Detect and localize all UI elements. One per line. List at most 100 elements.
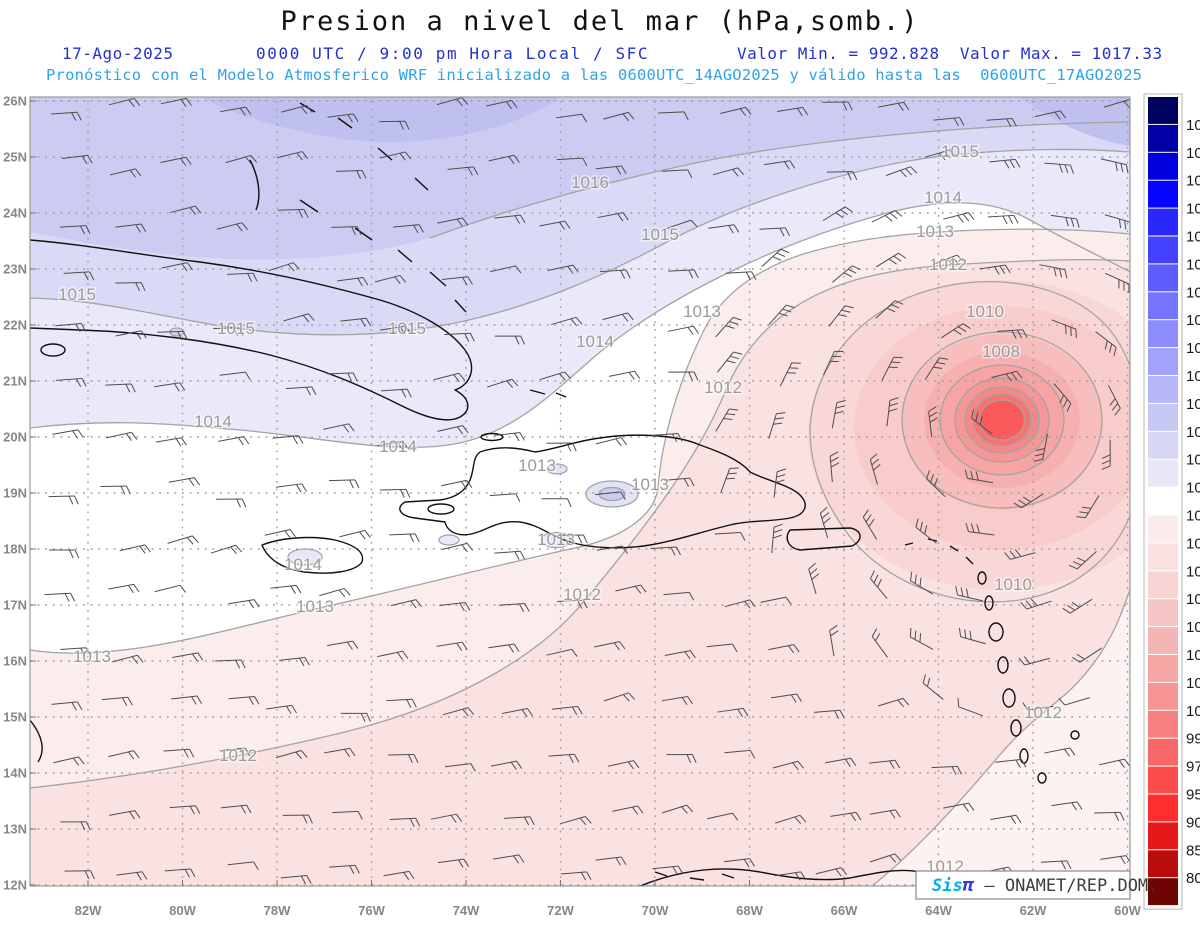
wind-barb: [869, 453, 881, 485]
wind-barb: [775, 871, 807, 881]
wind-barb: [826, 171, 858, 181]
wind-barb: [661, 696, 693, 706]
wind-barb: [494, 335, 525, 345]
colorbar-label: 1018: [1186, 368, 1200, 385]
wind-barb: [871, 210, 903, 223]
wind-barb: [991, 370, 1023, 382]
wind-barb: [436, 97, 469, 107]
wind-barb: [715, 408, 739, 432]
wind-barb: [551, 705, 583, 715]
colorbar-label: 800: [1186, 870, 1200, 887]
wind-barb: [706, 643, 738, 653]
wind-barb: [823, 350, 844, 376]
wind-barb: [327, 113, 359, 123]
colorbar-label: 1040: [1186, 145, 1200, 162]
wind-barb: [105, 383, 136, 393]
wind-barb: [970, 409, 993, 435]
wind-barb: [922, 674, 944, 700]
wind-barb: [1022, 702, 1054, 711]
wind-barb: [875, 300, 904, 319]
wind-barb: [215, 659, 246, 669]
wind-barb: [870, 570, 888, 599]
wind-barb: [488, 154, 520, 164]
wind-barb: [965, 522, 995, 536]
wind-barb: [819, 506, 831, 539]
wind-barb: [943, 212, 975, 223]
wind-barb: [447, 166, 479, 176]
lat-label: 15N: [3, 710, 27, 725]
wind-barb: [393, 224, 424, 234]
colorbar-label: 1019: [1186, 340, 1200, 357]
colorbar-cell: [1148, 766, 1178, 794]
wind-barb: [436, 217, 469, 227]
wind-barb: [1105, 272, 1130, 293]
wind-barb: [160, 156, 192, 166]
wind-barb: [494, 432, 525, 442]
wind-barb: [339, 530, 371, 540]
colorbar-cell: [1148, 348, 1178, 375]
wind-barb: [596, 545, 628, 554]
wind-barb: [265, 704, 297, 714]
contour-label: 1014: [284, 555, 322, 574]
wind-barb: [539, 220, 571, 230]
colorbar-cell: [1148, 320, 1178, 348]
wind-barb: [986, 117, 1017, 128]
colorbar-cell: [1148, 292, 1178, 320]
wind-barb: [829, 625, 839, 657]
contour-label: 1013: [631, 475, 669, 494]
colorbar-cell: [1148, 236, 1178, 264]
contour-label: 1012: [563, 585, 601, 604]
wind-barb: [64, 870, 95, 880]
wind-barb: [723, 858, 755, 868]
wind-barb: [931, 765, 963, 775]
contour-label: 1013: [296, 597, 334, 616]
wind-barb: [707, 812, 739, 821]
colorbar-label: 1017: [1186, 396, 1200, 413]
contour-label: 1015: [641, 225, 679, 244]
colorbar-label: 1010: [1186, 563, 1200, 580]
wind-barb: [494, 214, 526, 224]
wind-barb: [278, 208, 309, 218]
wind-barb: [501, 708, 533, 718]
wind-barb: [720, 106, 752, 117]
wind-barb: [724, 749, 756, 759]
wind-barb: [489, 493, 521, 502]
wind-barb: [877, 697, 910, 708]
colorbar-label: 1014: [1186, 480, 1200, 497]
colorbar-cell: [1148, 599, 1178, 627]
wind-barb: [881, 356, 903, 381]
wind-barb: [955, 586, 983, 602]
wind-barb: [442, 707, 475, 717]
valid-time: 0000 UTC / 9:00 pm Hora Local / SFC: [256, 44, 650, 63]
wind-barb: [441, 479, 473, 490]
lon-label: 80W: [169, 903, 196, 918]
wind-barb: [546, 442, 577, 452]
wind-barb: [814, 709, 845, 719]
colorbar-label: 970: [1186, 759, 1200, 776]
wind-barb: [210, 544, 243, 554]
wind-barb: [539, 371, 572, 381]
colorbar-cell: [1148, 794, 1178, 822]
wind-barb: [498, 602, 530, 613]
colorbar-label: 1006: [1186, 619, 1200, 636]
wind-barb: [658, 111, 689, 121]
wind-barb: [44, 592, 76, 602]
wind-barb: [600, 269, 631, 279]
contour-label: 1014: [379, 437, 417, 456]
wind-barb: [444, 763, 476, 772]
colorbar-label: 1020: [1186, 312, 1200, 329]
lon-label: 62W: [1020, 903, 1047, 918]
colorbar-cell: [1148, 543, 1178, 571]
wind-barb: [154, 382, 186, 392]
wind-barb: [319, 587, 351, 598]
contour-label: 1012: [929, 255, 967, 274]
gonave-island: [427, 503, 455, 515]
colorbar: 1050 1040 1035 1030 1028 1025 1022 1020 1019 1018…: [1143, 93, 1200, 910]
header-line-2: 17-Ago-2025 0000 UTC / 9:00 pm Hora Loca…: [0, 44, 1200, 64]
wind-barb: [815, 867, 848, 877]
wind-barb: [275, 483, 307, 493]
wind-barb: [283, 313, 315, 323]
wind-barb: [109, 810, 141, 820]
wind-barb: [490, 760, 523, 770]
wind-barb: [444, 332, 475, 342]
